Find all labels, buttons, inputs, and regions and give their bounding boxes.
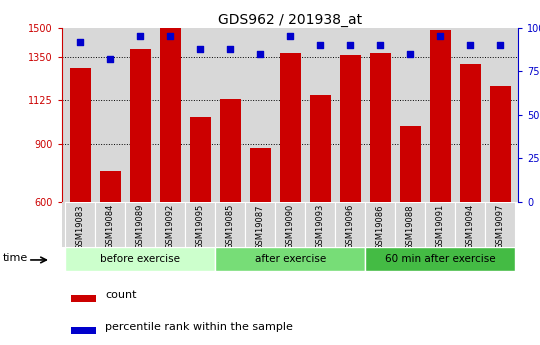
- Text: time: time: [3, 253, 29, 263]
- Bar: [340, 55, 361, 202]
- Text: GSM19090: GSM19090: [286, 204, 295, 249]
- Point: [436, 33, 444, 39]
- Bar: [460, 65, 481, 202]
- Bar: [335, 202, 365, 247]
- Text: GSM19092: GSM19092: [166, 204, 174, 249]
- Bar: [160, 28, 181, 202]
- Text: GSM19089: GSM19089: [136, 204, 145, 249]
- Bar: [365, 202, 395, 247]
- Text: GSM19084: GSM19084: [106, 204, 114, 249]
- Bar: [99, 171, 120, 202]
- Bar: [430, 30, 451, 202]
- Text: GSM19085: GSM19085: [226, 204, 235, 249]
- Bar: [185, 202, 215, 247]
- Point: [286, 33, 295, 39]
- Text: GSM19094: GSM19094: [466, 204, 475, 249]
- Bar: [71, 326, 96, 334]
- Text: percentile rank within the sample: percentile rank within the sample: [105, 322, 293, 332]
- Point: [346, 42, 355, 48]
- Text: GSM19088: GSM19088: [406, 204, 415, 249]
- Text: 60 min after exercise: 60 min after exercise: [385, 254, 496, 264]
- Point: [256, 51, 265, 57]
- Text: GSM19097: GSM19097: [496, 204, 505, 249]
- Point: [196, 46, 205, 51]
- Bar: [310, 95, 331, 202]
- Point: [166, 33, 174, 39]
- Bar: [215, 202, 245, 247]
- Bar: [400, 126, 421, 202]
- Text: GSM19086: GSM19086: [376, 204, 385, 249]
- Point: [226, 46, 234, 51]
- Bar: [370, 53, 391, 202]
- Bar: [455, 202, 485, 247]
- Point: [106, 56, 114, 62]
- Text: after exercise: after exercise: [255, 254, 326, 264]
- Text: GSM19095: GSM19095: [195, 204, 205, 249]
- Text: GSM19087: GSM19087: [256, 204, 265, 249]
- Bar: [280, 53, 301, 202]
- Bar: [215, 247, 365, 271]
- Bar: [275, 202, 305, 247]
- Bar: [70, 68, 91, 202]
- Text: GSM19083: GSM19083: [76, 204, 85, 249]
- Point: [496, 42, 505, 48]
- Bar: [65, 202, 95, 247]
- Bar: [249, 148, 271, 202]
- Text: count: count: [105, 290, 137, 300]
- Text: GSM19093: GSM19093: [316, 204, 325, 249]
- Bar: [190, 117, 211, 202]
- Bar: [125, 202, 155, 247]
- Bar: [395, 202, 426, 247]
- Point: [136, 33, 145, 39]
- Bar: [71, 295, 96, 302]
- Text: before exercise: before exercise: [100, 254, 180, 264]
- Bar: [155, 202, 185, 247]
- Bar: [220, 99, 241, 202]
- Bar: [426, 202, 455, 247]
- Bar: [65, 247, 215, 271]
- Text: GSM19096: GSM19096: [346, 204, 355, 249]
- Point: [376, 42, 384, 48]
- Point: [466, 42, 475, 48]
- Bar: [490, 86, 511, 202]
- Bar: [130, 49, 151, 202]
- Point: [316, 42, 325, 48]
- Bar: [365, 247, 515, 271]
- Bar: [305, 202, 335, 247]
- Title: GDS962 / 201938_at: GDS962 / 201938_at: [218, 12, 362, 27]
- Point: [76, 39, 84, 44]
- Bar: [245, 202, 275, 247]
- Bar: [95, 202, 125, 247]
- Text: GSM19091: GSM19091: [436, 204, 445, 249]
- Bar: [485, 202, 515, 247]
- Point: [406, 51, 415, 57]
